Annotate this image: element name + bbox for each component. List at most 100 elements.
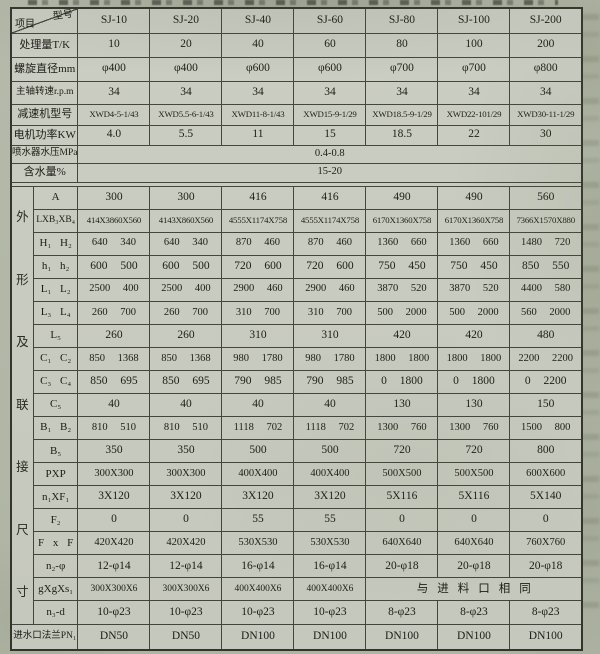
row-label: C₅ [32, 392, 79, 417]
cell: 850 1368 [149, 346, 223, 371]
cell: 10-φ23 [149, 600, 223, 625]
cell: 40 [77, 392, 151, 417]
cell: 980 1780 [221, 346, 295, 371]
cell: 20-φ18 [437, 554, 511, 579]
cell: 4555X1174X758 [221, 208, 295, 233]
column-header: SJ-100 [437, 7, 511, 34]
cell: 30 [509, 124, 583, 146]
cell: 500X500 [437, 462, 511, 487]
cell: 1118 702 [221, 415, 295, 441]
row-label: L₁ L₂ [32, 277, 79, 302]
cell: 850 1368 [77, 346, 151, 371]
cell: 300 [149, 185, 223, 210]
cell: φ800 [509, 56, 583, 82]
cell: XWD5.5-6-1/43 [149, 103, 223, 126]
cell: 3X120 [77, 485, 151, 510]
row-label: 处理量T/K [10, 32, 79, 58]
cell: 530X530 [221, 531, 295, 556]
row-label: C₃ C₄ [32, 369, 79, 394]
cell: XWD4-5-1/43 [77, 103, 151, 126]
cell: 40 [221, 32, 295, 58]
cell: XWD30-11-1/29 [509, 103, 583, 126]
cell: 3X120 [221, 485, 295, 510]
cropped-title-text-fragment [28, 0, 558, 5]
cell: 4.0 [77, 124, 151, 146]
cell: 12-φ14 [77, 554, 151, 579]
corner-item-label: 项目 [15, 18, 35, 30]
cell: 560 [509, 185, 583, 210]
cell: XWD15-9-1/29 [293, 103, 367, 126]
cell: 5X116 [437, 485, 511, 510]
side-label-char: 联 [16, 397, 29, 412]
cell: 600 500 [149, 254, 223, 279]
cell: 760X760 [509, 531, 583, 556]
row-label: 含水量% [10, 162, 79, 183]
cell: 1118 702 [293, 415, 367, 441]
cell: 260 [149, 323, 223, 348]
cell: 130 [365, 392, 439, 417]
cell: 1480 720 [509, 231, 583, 256]
cell: 500 [221, 439, 295, 464]
cell: 420X420 [149, 531, 223, 556]
cell: 8-φ23 [509, 600, 583, 625]
cell: 40 [149, 392, 223, 417]
cell: 34 [365, 80, 439, 105]
cell: 22 [437, 124, 511, 146]
cell: 420 [437, 323, 511, 348]
cell: 10 [77, 32, 151, 58]
cell: XWD18.5-9-1/29 [365, 103, 439, 126]
cell: 850 550 [509, 254, 583, 279]
column-header: SJ-60 [293, 7, 367, 34]
row-label: B₅ [32, 439, 79, 464]
cell: 790 985 [221, 369, 295, 394]
cell: 10-φ23 [77, 600, 151, 625]
cell: 0 [77, 508, 151, 533]
cell: 200 [509, 32, 583, 58]
cell: 0 [437, 508, 511, 533]
cell: 34 [437, 80, 511, 105]
cell: 310 700 [293, 300, 367, 325]
cell: 500X500 [365, 462, 439, 487]
cell: 400X400X6 [293, 577, 367, 602]
cell: 5X140 [509, 485, 583, 510]
cell: 8-φ23 [437, 600, 511, 625]
spec-table: 型号 项目 SJ-10 SJ-20 SJ-40 SJ-60 SJ-80 SJ-100 SJ-… [10, 7, 583, 651]
cell: 850 695 [149, 369, 223, 394]
side-label-char: 接 [16, 460, 29, 475]
cell: XWD22-101/29 [437, 103, 511, 126]
cell: 2500 400 [77, 277, 151, 302]
cell: 2500 400 [149, 277, 223, 302]
row-label: F₂ [32, 508, 79, 533]
merged-value: 15-20 [77, 162, 583, 183]
side-label-char: 尺 [16, 522, 29, 537]
cell: 20-φ18 [365, 554, 439, 579]
row-label: PXP [32, 462, 79, 487]
cell: 400X400 [293, 462, 367, 487]
cell: XWD11-8-1/43 [221, 103, 295, 126]
row-label: LXB₃XB₄ [32, 208, 79, 233]
cell: 500 2000 [437, 300, 511, 325]
cell: 490 [437, 185, 511, 210]
cell: 3870 520 [365, 277, 439, 302]
cell: 310 [293, 323, 367, 348]
cell: 4400 580 [509, 277, 583, 302]
cell: DN50 [149, 623, 223, 651]
row-label: 喷水器水压MPa [10, 144, 79, 164]
cell: 16-φ14 [221, 554, 295, 579]
column-header: SJ-80 [365, 7, 439, 34]
cell: 870 460 [293, 231, 367, 256]
cell: 810 510 [149, 415, 223, 441]
cell: 400X400X6 [221, 577, 295, 602]
cell: 6170X1360X758 [365, 208, 439, 233]
cell: 260 700 [149, 300, 223, 325]
cell: 2200 2200 [509, 346, 583, 371]
cell: 260 [77, 323, 151, 348]
cell: 0 1800 [365, 369, 439, 394]
cell: 15 [293, 124, 367, 146]
cell: 1360 660 [437, 231, 511, 256]
row-label: H₁ H₂ [32, 231, 79, 256]
cell: φ700 [437, 56, 511, 82]
side-label-char: 外 [16, 210, 29, 225]
cell: 640 340 [149, 231, 223, 256]
cell: DN50 [77, 623, 151, 651]
